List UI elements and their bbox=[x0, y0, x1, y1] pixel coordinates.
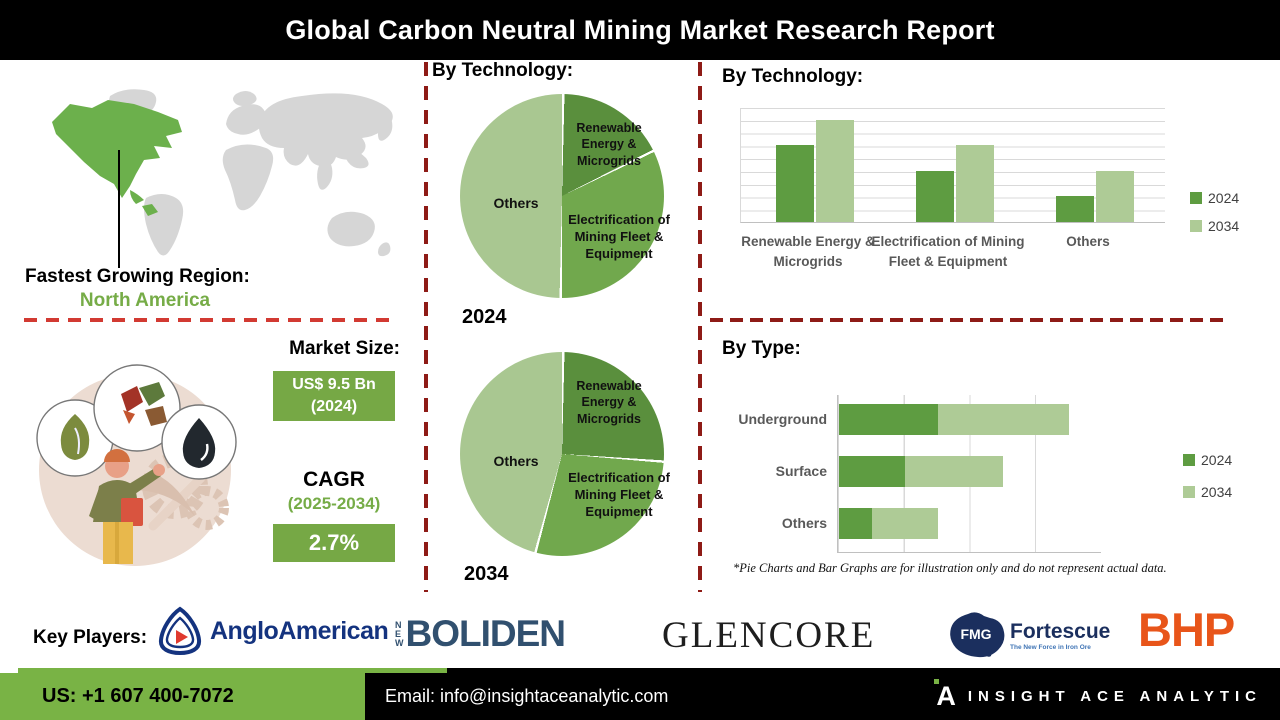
fortescue-text-block: Fortescue The New Force in Iron Ore bbox=[1010, 620, 1110, 651]
bar-section-heading: By Technology: bbox=[722, 66, 864, 87]
boliden-wordmark: BOLIDEN bbox=[405, 613, 566, 654]
logo-bhp: BHP bbox=[1138, 603, 1235, 656]
anglo-american-icon bbox=[158, 606, 202, 656]
fmg-text: FMG bbox=[960, 626, 991, 642]
fastest-growing-region-label: Fastest Growing Region: bbox=[25, 266, 250, 287]
stacked-bar-row bbox=[839, 508, 938, 539]
logo-anglo-american: AngloAmerican bbox=[156, 606, 389, 656]
pie-2034-year-label: 2034 bbox=[464, 563, 509, 585]
mining-illustration-svg bbox=[36, 364, 237, 566]
map-callout-line bbox=[118, 150, 120, 268]
pie-2024-year-label: 2024 bbox=[462, 306, 507, 328]
footer-stripe-green bbox=[18, 668, 447, 673]
pie-label-renewable: Renewable Energy & Microgrids bbox=[576, 121, 642, 168]
mining-illustration bbox=[25, 358, 240, 573]
type-section-heading: By Type: bbox=[722, 338, 801, 359]
footer-phone: US: +1 607 400-7072 bbox=[0, 673, 365, 720]
legend-swatch-2024 bbox=[1183, 454, 1195, 466]
legend-swatch-2034 bbox=[1190, 220, 1202, 232]
bar-category-label: Renewable Energy & Microgrids bbox=[741, 234, 875, 269]
fortescue-wordmark: Fortescue bbox=[1010, 619, 1111, 643]
key-players-label: Key Players: bbox=[33, 627, 148, 648]
insight-ace-logo-icon: A bbox=[934, 679, 956, 711]
fastest-growing-region-value: North America bbox=[79, 290, 211, 311]
bar-2024-2 bbox=[1056, 196, 1094, 222]
legend-swatch-2034 bbox=[1183, 486, 1195, 498]
fortescue-australia-icon: FMG bbox=[950, 612, 1005, 658]
stacked-bar-row bbox=[839, 404, 1070, 435]
legend-label-2024: 2024 bbox=[1208, 190, 1240, 206]
bar-category-label: Electrification of Mining Fleet & Equipm… bbox=[871, 234, 1025, 269]
logo-green-dot bbox=[934, 679, 940, 684]
cagr-label: CAGR bbox=[303, 468, 365, 491]
tech-bar-category-labels: Renewable Energy & Microgrids Electrifica… bbox=[734, 232, 1174, 302]
anglo-american-wordmark: AngloAmerican bbox=[210, 616, 389, 645]
pie-chart-2034: Renewable Energy & Microgrids Electrific… bbox=[460, 352, 670, 556]
segment-2024-underground bbox=[839, 404, 938, 435]
type-category-label: Others bbox=[781, 515, 827, 531]
cagr-value: 2.7% bbox=[308, 530, 360, 555]
type-category-label: Underground bbox=[738, 411, 827, 427]
bar-2024-1 bbox=[916, 170, 954, 222]
vertical-divider-left bbox=[424, 62, 428, 592]
horizontal-divider-left bbox=[24, 318, 392, 322]
cagr-period: (2025-2034) bbox=[287, 494, 381, 513]
market-size-year: (2024) bbox=[310, 398, 358, 415]
footer-stripe-black bbox=[447, 668, 1280, 673]
pie-label-others: Others bbox=[493, 453, 539, 469]
segment-2034-others bbox=[871, 508, 938, 539]
logo-fortescue: FMG Fortescue The New Force in Iron Ore bbox=[948, 612, 1110, 658]
disclaimer-footnote: *Pie Charts and Bar Graphs are for illus… bbox=[733, 561, 1167, 575]
tech-bar-plot bbox=[740, 108, 1165, 223]
segment-2024-surface bbox=[839, 456, 905, 487]
world-map-svg bbox=[52, 89, 393, 257]
legend-item-2024: 2024 bbox=[1183, 452, 1232, 468]
pie-label-electrification: Electrification of Mining Fleet & Equipm… bbox=[568, 212, 670, 261]
bar-2034-0 bbox=[816, 119, 854, 222]
fortescue-tagline: The New Force in Iron Ore bbox=[1010, 643, 1091, 651]
legend-label-2024: 2024 bbox=[1201, 452, 1233, 468]
segment-2034-surface bbox=[904, 456, 1004, 487]
segment-2034-underground bbox=[937, 404, 1070, 435]
insight-ace-brand-name: INSIGHT ACE ANALYTIC bbox=[967, 688, 1262, 705]
logo-glencore: GLENCORE bbox=[662, 615, 876, 656]
type-bar-plot bbox=[837, 395, 1101, 553]
title-bar: Global Carbon Neutral Mining Market Rese… bbox=[0, 0, 1280, 60]
type-category-label: Surface bbox=[775, 463, 827, 479]
footer-email: Email: info@insightaceanalytic.com bbox=[385, 686, 669, 706]
vertical-divider-right bbox=[698, 62, 702, 592]
legend-swatch-2024 bbox=[1190, 192, 1202, 204]
pie-label-renewable: Renewable Energy & Microgrids bbox=[576, 379, 642, 426]
horizontal-divider-right bbox=[710, 318, 1224, 322]
world-map bbox=[30, 78, 410, 268]
page-title: Global Carbon Neutral Mining Market Rese… bbox=[285, 14, 995, 45]
map-region-north-america bbox=[52, 100, 182, 198]
cagr-value-box: 2.7% bbox=[273, 524, 395, 562]
pie-label-electrification: Electrification of Mining Fleet & Equipm… bbox=[568, 470, 670, 519]
legend-item-2034: 2034 bbox=[1183, 484, 1232, 500]
legend-label-2034: 2034 bbox=[1208, 218, 1240, 234]
market-size-value: US$ 9.5 Bn bbox=[292, 376, 376, 394]
legend-label-2034: 2034 bbox=[1201, 484, 1233, 500]
legend-item-2034: 2034 bbox=[1190, 218, 1239, 234]
bar-2034-2 bbox=[1096, 170, 1134, 222]
pie-label-others: Others bbox=[493, 195, 539, 211]
bar-2024-0 bbox=[776, 145, 814, 222]
bar-category-label: Others bbox=[1066, 234, 1110, 249]
stacked-bar-row bbox=[839, 456, 1004, 487]
legend-item-2024: 2024 bbox=[1190, 190, 1239, 206]
bar-2034-1 bbox=[956, 145, 994, 222]
pie-chart-2024: Renewable Energy & Microgrids Electrific… bbox=[460, 94, 670, 298]
footer-brand: A INSIGHT ACE ANALYTIC bbox=[934, 673, 1262, 720]
pie-section-heading: By Technology: bbox=[432, 60, 574, 81]
segment-2024-others bbox=[839, 508, 872, 539]
market-size-heading: Market Size: bbox=[289, 338, 400, 359]
market-size-value-box: US$ 9.5 Bn (2024) bbox=[273, 371, 395, 421]
